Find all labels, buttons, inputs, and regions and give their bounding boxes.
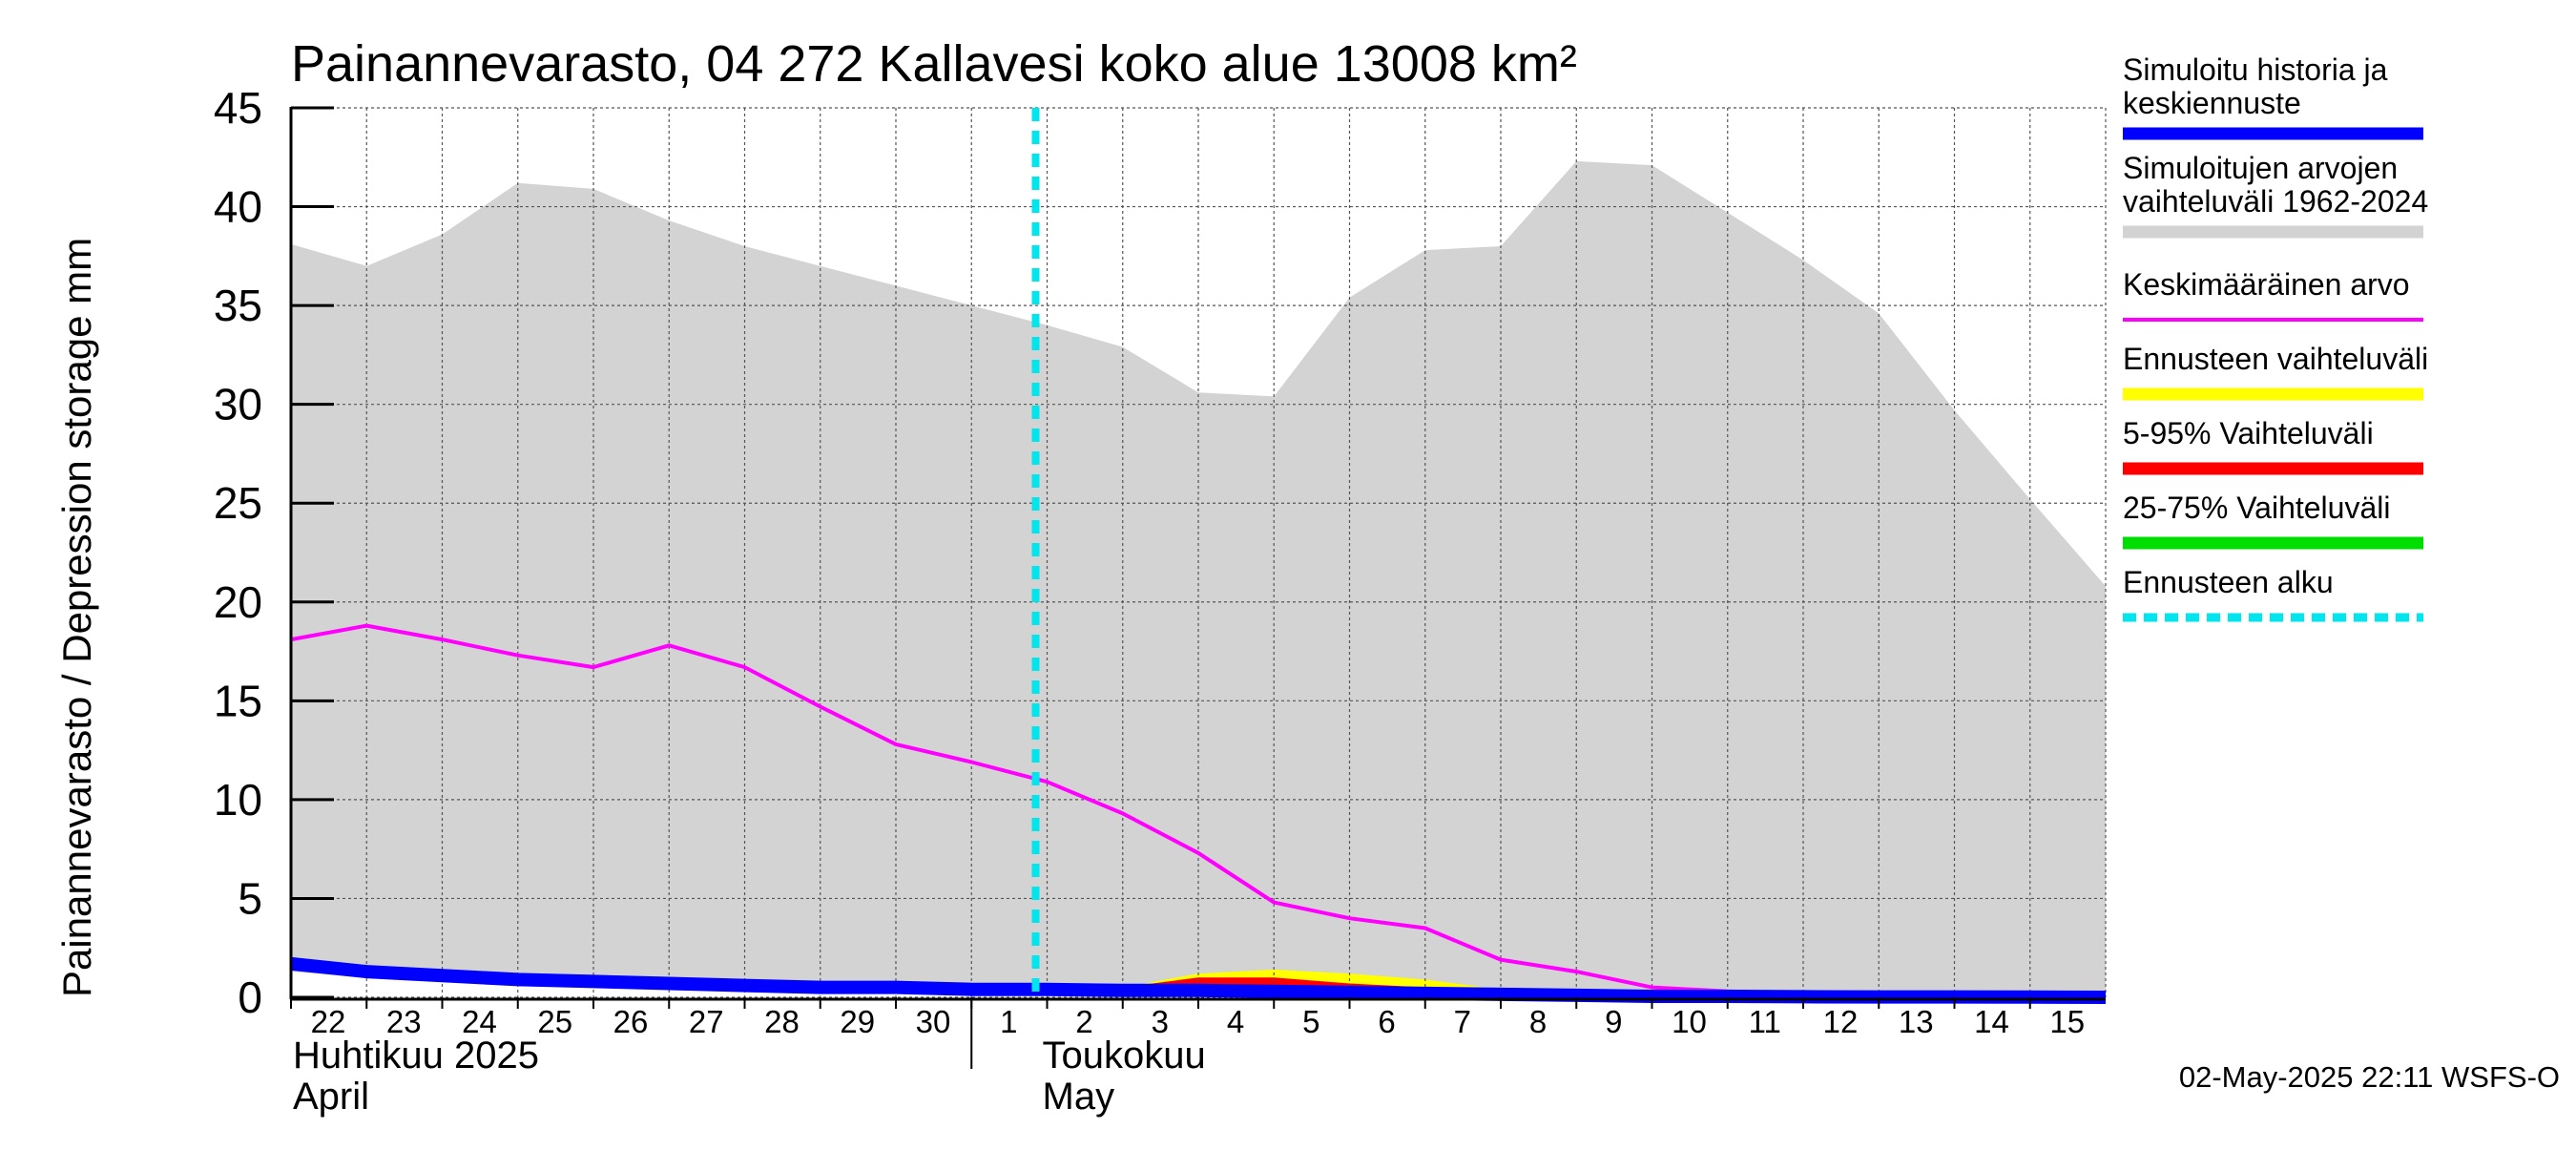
y-tick-label: 40 [214, 182, 262, 232]
x-tick-label: 30 [916, 1004, 951, 1039]
x-tick-label: 25 [537, 1004, 572, 1039]
month-label: Huhtikuu 2025 [293, 1035, 539, 1077]
y-tick-label: 30 [214, 380, 262, 429]
x-tick-label: 28 [764, 1004, 800, 1039]
x-tick-label: 9 [1605, 1004, 1622, 1039]
legend-item: Keskimääräinen arvo [2123, 267, 2423, 322]
x-tick-label: 8 [1529, 1004, 1547, 1039]
legend-label: keskiennuste [2123, 86, 2301, 120]
y-tick-label: 0 [238, 972, 262, 1022]
legend-label: vaihteluväli 1962-2024 [2123, 184, 2428, 219]
legend-label: Keskimääräinen arvo [2123, 267, 2410, 302]
x-tick-label: 12 [1823, 1004, 1859, 1039]
x-tick-label: 13 [1899, 1004, 1934, 1039]
x-tick-label: 29 [840, 1004, 875, 1039]
x-tick-label: 23 [386, 1004, 422, 1039]
x-tick-label: 5 [1302, 1004, 1319, 1039]
legend-label: Ennusteen vaihteluväli [2123, 342, 2428, 376]
x-tick-label: 4 [1227, 1004, 1244, 1039]
x-tick-label: 10 [1672, 1004, 1707, 1039]
legend-item: Ennusteen alku [2123, 565, 2423, 622]
y-axis-label: Painannevarasto / Depression storage mm [54, 238, 99, 997]
legend-label: Ennusteen alku [2123, 565, 2334, 599]
x-tick-label: 6 [1378, 1004, 1395, 1039]
legend-item: 5-95% Vaihteluväli [2123, 416, 2423, 475]
legend-label: Simuloitujen arvojen [2123, 151, 2398, 185]
x-tick-label: 2 [1075, 1004, 1092, 1039]
x-tick-label: 3 [1152, 1004, 1169, 1039]
y-tick-label: 20 [214, 577, 262, 627]
legend-label: 25-75% Vaihteluväli [2123, 491, 2390, 525]
x-tick-label: 24 [462, 1004, 497, 1039]
x-tick-label: 27 [689, 1004, 724, 1039]
x-tick-label: 11 [1749, 1004, 1781, 1039]
x-tick-label: 14 [1974, 1004, 2009, 1039]
chart-title: Painannevarasto, 04 272 Kallavesi koko a… [291, 35, 1577, 93]
y-tick-label: 10 [214, 775, 262, 825]
legend-label: 5-95% Vaihteluväli [2123, 416, 2374, 450]
x-tick-label: 22 [311, 1004, 346, 1039]
y-tick-label: 5 [238, 873, 262, 923]
x-tick-label: 7 [1454, 1004, 1471, 1039]
month-label: Toukokuu [1043, 1035, 1206, 1077]
month-label-en: May [1043, 1076, 1115, 1118]
line-series-1 [290, 956, 2107, 1004]
x-tick-label: 1 [1000, 1004, 1017, 1039]
month-label-en: April [293, 1076, 369, 1118]
y-tick-label: 15 [214, 676, 262, 725]
y-tick-label: 25 [214, 478, 262, 528]
legend-item: Ennusteen vaihteluväli [2123, 342, 2428, 401]
y-tick-label: 45 [214, 83, 262, 133]
y-tick-label: 35 [214, 281, 262, 330]
x-tick-label: 26 [613, 1004, 649, 1039]
legend-item: 25-75% Vaihteluväli [2123, 491, 2423, 550]
timestamp-footer: 02-May-2025 22:11 WSFS-O [2179, 1060, 2560, 1094]
plot-area [290, 107, 2107, 1004]
legend-label: Simuloitu historia ja [2123, 52, 2388, 87]
x-tick-label: 15 [2049, 1004, 2085, 1039]
